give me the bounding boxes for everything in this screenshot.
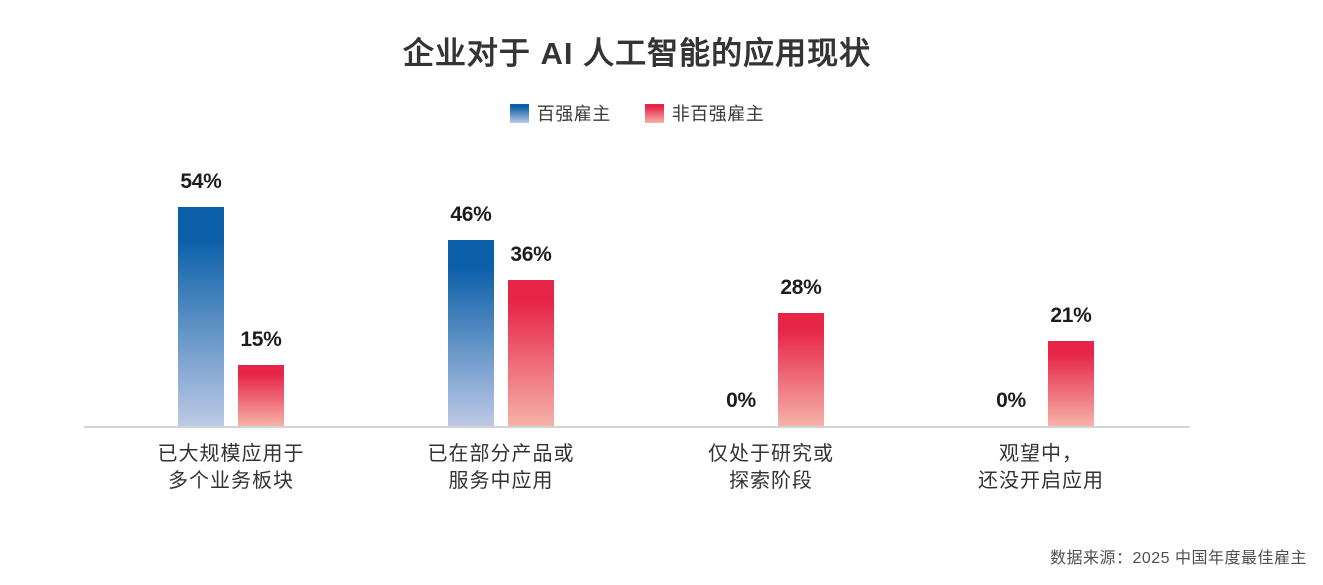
bar-non-top100 [778,313,824,426]
value-label: 15% [240,328,282,351]
value-label: 21% [1050,304,1092,327]
chart-title: 企业对于 AI 人工智能的应用现状 [402,36,872,71]
value-label: 36% [510,243,552,266]
legend-item: 百强雇主 [509,100,611,126]
legend-item: 非百强雇主 [644,100,765,126]
legend-label: 非百强雇主 [671,104,765,124]
legend: 百强雇主 非百强雇主 [84,100,1190,126]
bar-top100 [448,240,494,426]
x-axis-line [84,426,1190,428]
value-label: 0% [726,389,756,412]
plot-area: 54% 46% 0% 0% 15% 36% 28% 21% [84,140,1190,428]
bar-non-top100 [1048,341,1094,426]
category-label: 仅处于研究或 探索阶段 [708,443,834,492]
category-label: 观望中， 还没开启应用 [978,443,1104,492]
value-label: 54% [180,170,222,193]
legend-swatch-icon [644,103,664,123]
value-label: 28% [780,276,822,299]
bar-non-top100 [508,280,554,426]
bar-top100 [178,207,224,426]
category-label: 已大规模应用于 多个业务板块 [157,443,305,492]
value-label: 46% [450,203,492,226]
value-label: 0% [996,389,1026,412]
legend-swatch-icon [509,103,529,123]
legend-label: 百强雇主 [536,104,611,124]
category-label: 已在部分产品或 服务中应用 [427,443,575,492]
bar-non-top100 [238,365,284,426]
data-source: 数据来源：2025 中国年度最佳雇主 [1049,550,1307,567]
